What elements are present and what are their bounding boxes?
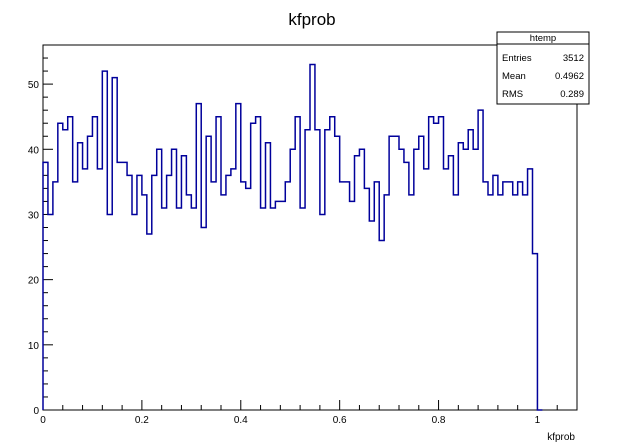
stats-rms-label: RMS — [502, 89, 523, 100]
stats-mean-value: 0.4962 — [555, 71, 584, 82]
y-tick-label: 50 — [28, 80, 40, 91]
x-axis-label: kfprob — [547, 432, 575, 443]
y-tick-label: 30 — [28, 210, 40, 221]
y-tick-label: 40 — [28, 145, 40, 156]
y-tick-label: 0 — [33, 406, 39, 417]
x-tick-label: 0.6 — [333, 415, 347, 426]
chart-title: kfprob — [288, 10, 335, 29]
x-tick-label: 0.8 — [432, 415, 446, 426]
stats-box: htemp Entries 3512 Mean 0.4962 RMS 0.289 — [496, 31, 590, 105]
x-tick-label: 0.4 — [234, 415, 248, 426]
x-tick-label: 0 — [40, 415, 46, 426]
stats-rms-value: 0.289 — [560, 89, 584, 100]
x-tick-label: 1 — [535, 415, 541, 426]
y-tick-labels: 0 10 20 30 40 50 — [28, 80, 40, 417]
stats-entries-label: Entries — [502, 53, 532, 64]
histogram-line — [42, 63, 543, 411]
stats-mean-label: Mean — [502, 71, 526, 82]
stats-box-title: htemp — [530, 33, 556, 44]
stats-entries-value: 3512 — [563, 53, 584, 64]
y-tick-label: 20 — [28, 276, 40, 287]
x-tick-label: 0.2 — [135, 415, 149, 426]
y-tick-label: 10 — [28, 341, 40, 352]
x-tick-labels: 0 0.2 0.4 0.6 0.8 1 — [40, 415, 540, 426]
